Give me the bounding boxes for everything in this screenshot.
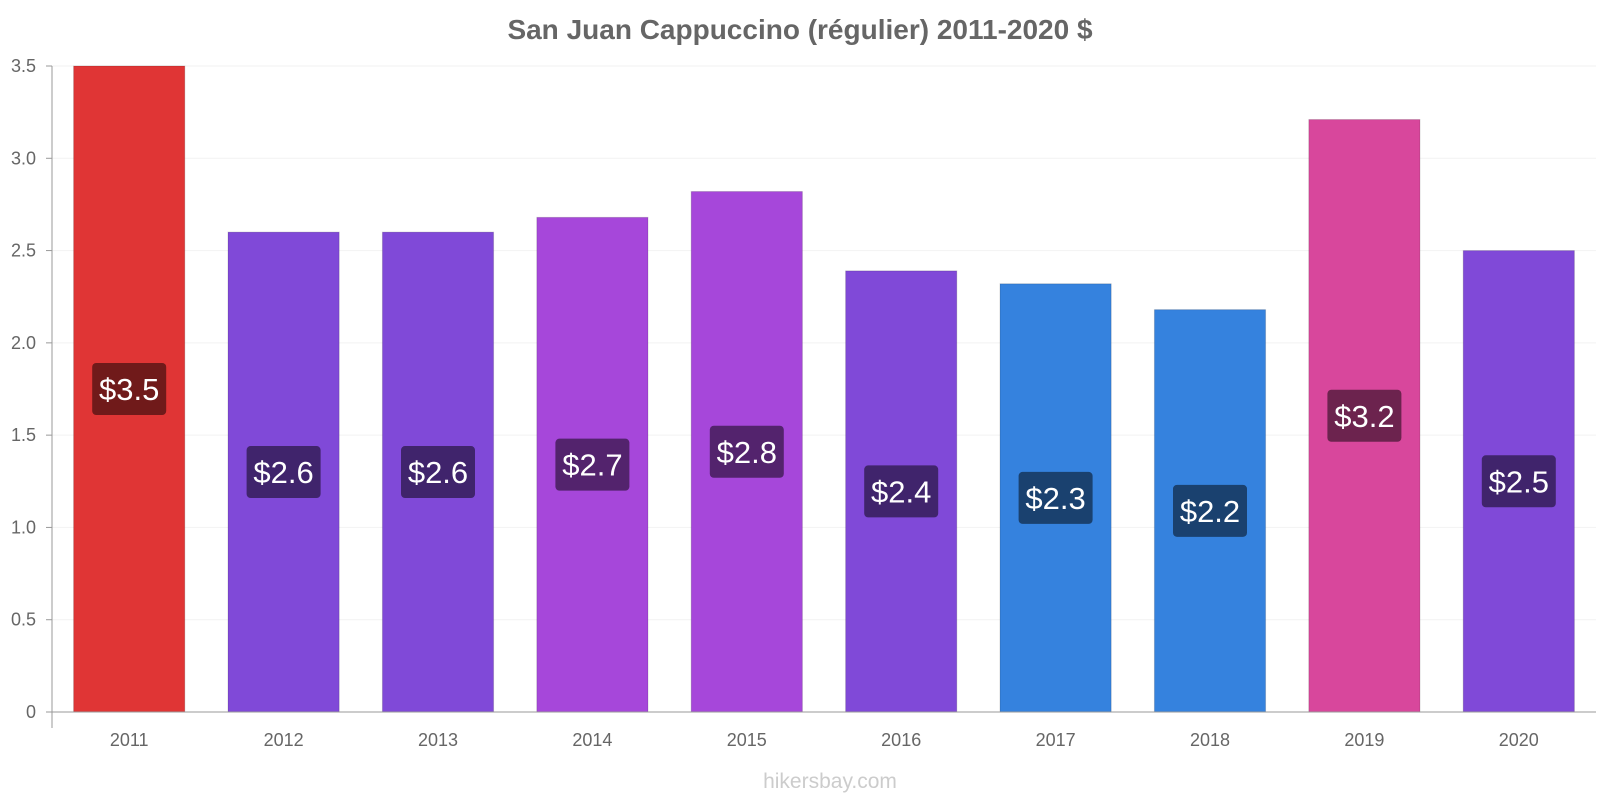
x-tick-label: 2020 — [1499, 730, 1539, 750]
data-labels: $3.5 $2.6 $2.6 $2.7 $2.8 $2.4 $2.3 $2.2 $3.2 $2.5 — [92, 363, 1556, 537]
bars — [73, 65, 1575, 713]
data-label: $3.5 — [99, 372, 159, 407]
data-label: $2.6 — [253, 455, 313, 490]
data-label: $2.6 — [408, 455, 468, 490]
chart-title: San Juan Cappuccino (régulier) 2011-2020… — [507, 14, 1093, 45]
x-tick-label: 2013 — [418, 730, 458, 750]
data-label: $2.5 — [1489, 464, 1549, 499]
x-tick-label: 2018 — [1190, 730, 1230, 750]
y-tick-label: 0.5 — [11, 610, 36, 630]
x-tick-label: 2014 — [572, 730, 612, 750]
y-tick-label: 2.0 — [11, 333, 36, 353]
data-label-box — [401, 446, 475, 499]
data-label-box — [555, 438, 630, 491]
data-label-box — [864, 465, 939, 518]
y-tick-label: 1.5 — [11, 425, 36, 445]
data-label: $3.2 — [1334, 399, 1394, 434]
x-tick-label: 2011 — [110, 730, 149, 750]
watermark: hikersbay.com — [763, 770, 897, 793]
data-label-box — [1481, 455, 1556, 508]
y-tick-label: 3.0 — [11, 148, 36, 168]
data-label: $2.2 — [1180, 494, 1240, 529]
data-label-box — [1327, 389, 1402, 442]
y-tick-label: 2.5 — [11, 241, 36, 261]
data-label-box — [246, 446, 321, 499]
data-label-box — [92, 363, 167, 415]
data-label-box — [1173, 484, 1247, 537]
data-label: $2.7 — [562, 448, 622, 483]
x-tick-label: 2012 — [264, 730, 304, 750]
y-tick-label: 1.0 — [11, 517, 36, 537]
y-tick-label: 0 — [26, 702, 36, 722]
data-label: $2.8 — [717, 435, 777, 470]
x-tick-label: 2019 — [1344, 730, 1384, 750]
data-label: $2.3 — [1025, 481, 1085, 516]
data-label-box — [709, 425, 784, 478]
x-tick-label: 2017 — [1036, 730, 1076, 750]
axes: 0 0.5 1.0 1.5 2.0 2.5 3.0 3.5 2011 2012 2013 2014 20… — [11, 56, 1596, 750]
data-label: $2.4 — [871, 474, 931, 509]
x-tick-label: 2016 — [881, 730, 921, 750]
data-label-box — [1018, 471, 1093, 524]
x-tick-label: 2015 — [727, 730, 767, 750]
y-tick-label: 3.5 — [11, 56, 36, 76]
